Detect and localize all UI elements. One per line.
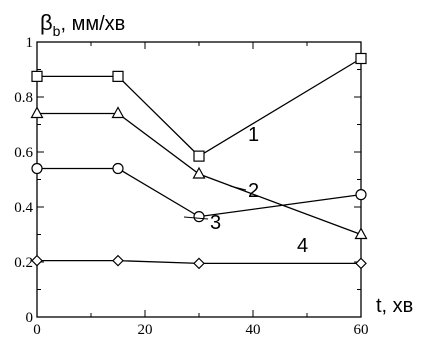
y-tick-label: 0.8 [14, 90, 33, 106]
diamond-marker [31, 254, 43, 267]
circle-marker [112, 162, 124, 175]
square-marker [31, 70, 43, 82]
y-tick-label: 0.6 [14, 145, 33, 161]
triangle-marker [354, 227, 368, 240]
series-line-3 [37, 167, 362, 218]
y-axis-title-subscript: b [53, 23, 61, 39]
circle-marker [355, 189, 367, 201]
series-label-2: 2 [248, 180, 259, 202]
series-label-4: 4 [297, 235, 308, 257]
series-line-2 [37, 112, 362, 236]
axes [36, 41, 362, 318]
x-tick-label: 40 [246, 322, 261, 338]
plot-frame [36, 41, 362, 318]
y-axis-title-symbol: β [40, 10, 53, 35]
series-labels: 1 2 3 4 [183, 124, 308, 257]
triangle-marker [30, 106, 44, 119]
y-tick-label: 0.4 [14, 200, 33, 216]
x-axis-title: t, хв [376, 295, 413, 317]
square-marker [112, 70, 124, 82]
y-tick-label: 1 [26, 35, 34, 51]
diamond-marker [193, 257, 205, 270]
diamond-marker [112, 254, 124, 267]
x-tick-label: 60 [354, 322, 369, 338]
y-axis-title: βb, мм/хв [40, 10, 125, 39]
series-label-3: 3 [210, 212, 221, 234]
ticks: 0 20 40 60 0 0.2 0.4 0.6 0.8 1 [14, 35, 368, 338]
y-tick-label: 0 [26, 310, 34, 326]
circle-marker [193, 211, 205, 223]
label-leader-line [229, 185, 247, 191]
series-lines [37, 57, 362, 265]
series-line-1 [37, 57, 362, 157]
diamond-marker [355, 257, 367, 270]
x-tick-label: 0 [33, 322, 41, 338]
series-label-1: 1 [248, 124, 259, 146]
x-tick-label: 20 [138, 322, 153, 338]
square-marker [355, 52, 367, 65]
series-line-4 [37, 259, 361, 265]
y-axis-title-unit: , мм/хв [60, 13, 125, 35]
triangle-marker [111, 106, 125, 119]
y-tick-label: 0.2 [14, 255, 33, 271]
triangle-marker [192, 166, 206, 179]
series-markers [30, 52, 368, 270]
label-leader-line [183, 216, 209, 220]
circle-marker [31, 162, 43, 175]
square-marker [193, 150, 205, 162]
